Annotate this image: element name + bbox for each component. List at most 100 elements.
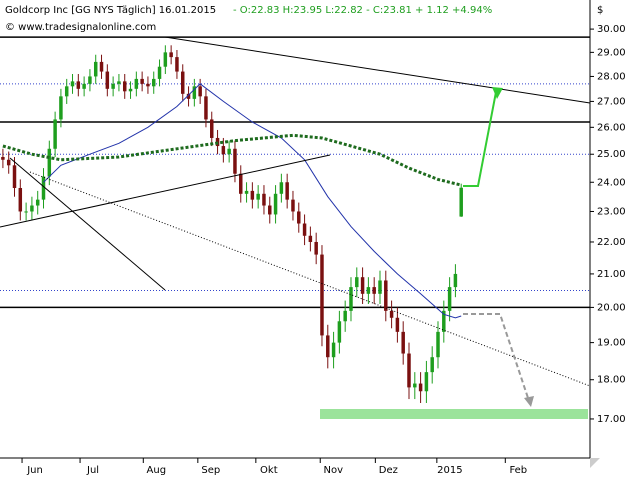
y-tick-label: 26.00 — [597, 122, 626, 133]
candle-body — [6, 159, 11, 166]
candle-body — [291, 199, 295, 212]
candle-body — [169, 52, 173, 58]
candle-body — [297, 211, 301, 224]
y-axis-label: $ — [597, 5, 603, 16]
candle-body — [198, 86, 202, 97]
trend-line — [0, 154, 331, 228]
candle-body — [424, 372, 429, 392]
candle-body — [221, 146, 226, 155]
candle-body — [59, 96, 63, 120]
y-tick-label: 27.00 — [597, 96, 626, 107]
candle-body — [41, 176, 46, 200]
candle-body — [146, 83, 150, 87]
candle-body — [76, 81, 81, 89]
x-tick-label: Jun — [26, 465, 43, 476]
candle-body — [308, 235, 313, 242]
y-tick-label: 23.00 — [597, 206, 626, 217]
y-tick-label: 20.00 — [597, 302, 626, 313]
candle-body — [384, 280, 388, 311]
candle-body — [122, 81, 127, 92]
candle-body — [395, 317, 400, 332]
candle-body — [326, 335, 330, 358]
candle-body — [250, 190, 255, 200]
candle-body — [430, 357, 434, 373]
candle-body — [233, 148, 237, 174]
corner — [590, 458, 600, 468]
arrow-head — [492, 87, 503, 99]
moving-average — [43, 83, 462, 319]
candle-body — [140, 78, 144, 84]
candle-body — [459, 187, 463, 217]
support-zone — [320, 409, 588, 419]
candle-body — [453, 273, 458, 288]
candle-body — [436, 331, 440, 358]
candle-body — [70, 81, 75, 87]
y-tick-label: 24.00 — [597, 177, 626, 188]
candle-body — [337, 321, 342, 343]
candle-body — [273, 193, 278, 215]
candle-body — [413, 383, 417, 388]
candle-body — [302, 223, 307, 236]
candle-body — [151, 78, 156, 87]
y-tick-label: 19.00 — [597, 338, 626, 349]
y-tick-label: 18.00 — [597, 375, 626, 386]
chart-title: Goldcorp Inc [GG NYS Täglich] 16.01.2015 — [5, 5, 216, 16]
candle-body — [128, 88, 133, 92]
x-tick-label: Okt — [260, 465, 278, 476]
candle-body — [447, 287, 452, 311]
candle-body — [53, 119, 57, 149]
candle-body — [279, 182, 284, 194]
y-tick-label: 22.00 — [597, 237, 626, 248]
y-tick-label: 30.00 — [597, 24, 626, 35]
candle-body — [186, 93, 191, 99]
candle-body — [349, 287, 353, 311]
candle-body — [210, 119, 214, 138]
y-tick-label: 21.00 — [597, 269, 626, 280]
candle-body — [239, 173, 243, 194]
candle-body — [378, 280, 382, 294]
trend-line — [164, 36, 591, 104]
candle-body — [47, 148, 52, 177]
candle-body — [227, 148, 231, 155]
candle-body — [88, 76, 92, 84]
candle-body — [105, 71, 110, 89]
x-tick-label: Aug — [147, 465, 167, 476]
candle-body — [372, 287, 376, 294]
y-tick-label: 25.00 — [597, 149, 626, 160]
source: © www.tradesignalonline.com — [5, 22, 156, 33]
x-tick-label: Jul — [86, 465, 99, 476]
candle-body — [30, 205, 34, 212]
candle-body — [93, 61, 98, 77]
y-tick-label: 28.00 — [597, 71, 626, 82]
candle-body — [181, 71, 185, 94]
candle-body — [314, 241, 318, 255]
candle-body — [99, 61, 104, 72]
candle-body — [331, 342, 336, 358]
candle-body — [418, 383, 423, 392]
candle-body — [192, 86, 197, 99]
candle-body — [389, 310, 394, 318]
candle-body — [204, 96, 208, 120]
x-tick-label: Dez — [379, 465, 398, 476]
candle-body — [262, 193, 266, 206]
candle-body — [157, 66, 162, 79]
candle-body — [64, 86, 69, 97]
x-tick-label: Feb — [509, 465, 527, 476]
candle-body — [35, 199, 40, 206]
arrow-head — [524, 396, 534, 407]
x-tick-label: Nov — [323, 465, 343, 476]
trend-line — [9, 157, 166, 291]
candle-body — [163, 52, 168, 67]
candle-body — [256, 193, 260, 200]
candle-body — [134, 78, 139, 89]
y-tick-label: 29.00 — [597, 47, 626, 58]
candle-body — [82, 83, 86, 89]
x-tick-label: Sep — [201, 465, 220, 476]
x-tick-label: 2015 — [437, 465, 462, 476]
candle-body — [360, 277, 365, 294]
candle-body — [366, 287, 371, 294]
candle-body — [175, 57, 179, 72]
ohlc-label: - O:22.83 H:23.95 L:22.82 - C:23.81 + 1.… — [233, 5, 492, 16]
